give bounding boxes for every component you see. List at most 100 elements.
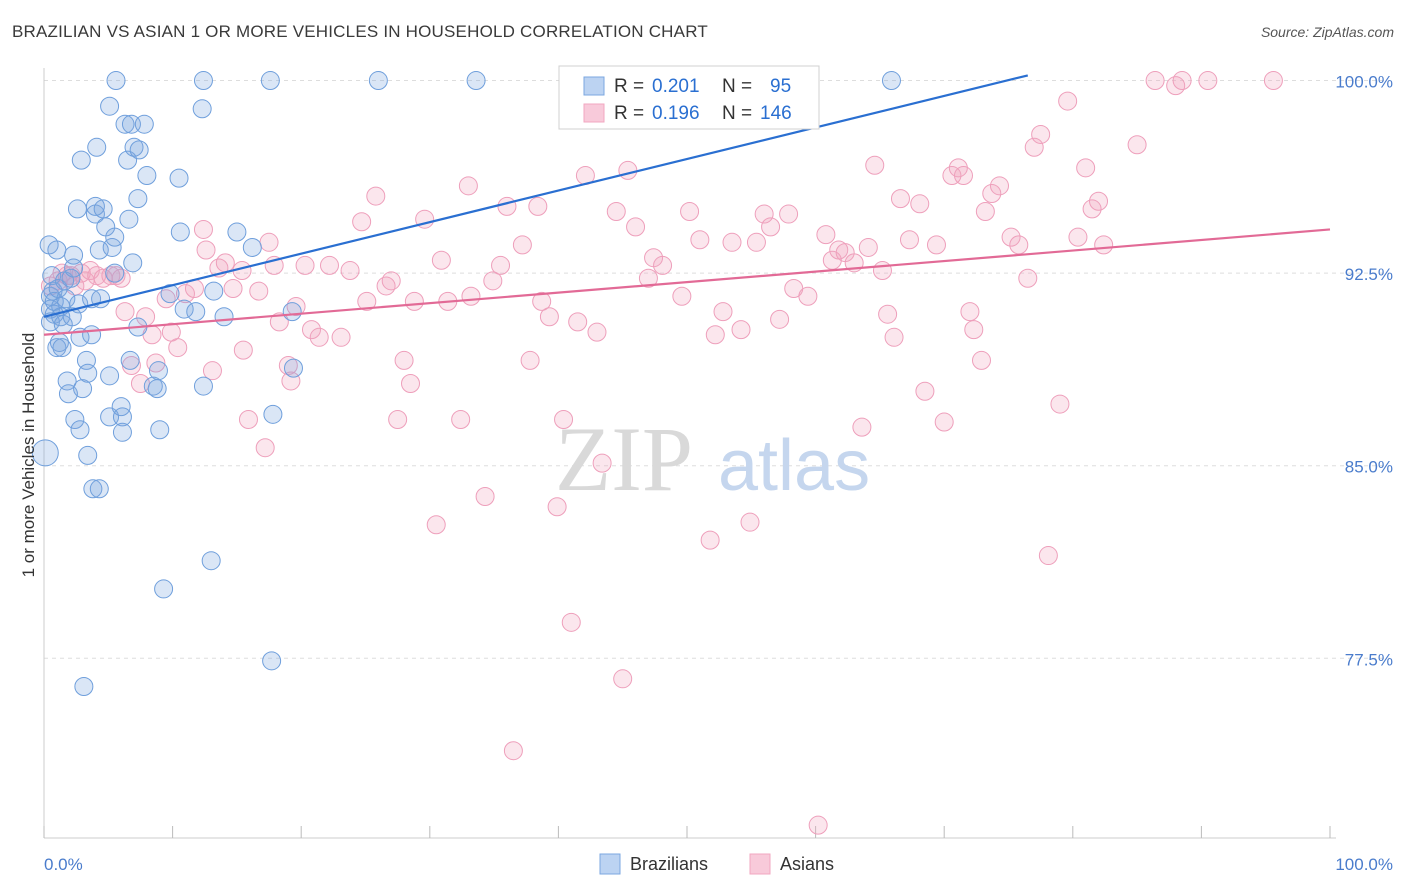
asian-point-142 bbox=[1089, 191, 1109, 211]
brazilian-point-84 bbox=[214, 307, 234, 327]
y-tick-label-2: 85.0% bbox=[1345, 458, 1393, 477]
brazilian-point-34 bbox=[78, 445, 98, 465]
brazilian-point-18 bbox=[56, 289, 76, 309]
asian-point-19 bbox=[146, 353, 166, 373]
brazilian-point-43 bbox=[89, 479, 109, 499]
asian-point-144 bbox=[1127, 135, 1147, 155]
brazilian-point-51 bbox=[105, 227, 125, 247]
legend-n-label-0: N = bbox=[722, 76, 752, 97]
asian-point-146 bbox=[1166, 76, 1186, 96]
brazilian-point-29 bbox=[70, 420, 90, 440]
asian-point-63 bbox=[461, 286, 481, 306]
asian-point-126 bbox=[964, 320, 984, 340]
asian-point-137 bbox=[1050, 394, 1070, 414]
x-tick-label-1: 100.0% bbox=[1335, 855, 1393, 874]
asian-point-47 bbox=[340, 261, 360, 281]
source-label: Source: ZipAtlas.com bbox=[1260, 24, 1394, 40]
watermark: ZIP atlas bbox=[555, 408, 870, 510]
asian-point-48 bbox=[352, 212, 372, 232]
legend-r-label-1: R = bbox=[614, 103, 644, 124]
asian-point-39 bbox=[278, 356, 298, 376]
brazilian-point-80 bbox=[193, 71, 213, 91]
asian-point-105 bbox=[816, 225, 836, 245]
asian-point-119 bbox=[915, 381, 935, 401]
brazilian-point-40 bbox=[85, 196, 105, 216]
asian-point-65 bbox=[483, 271, 503, 291]
axes bbox=[43, 68, 1336, 839]
brazilian-point-68 bbox=[137, 166, 157, 186]
asian-point-69 bbox=[512, 235, 532, 255]
brazilian-point-92 bbox=[368, 71, 388, 91]
asian-point-91 bbox=[700, 530, 720, 550]
asian-point-25 bbox=[193, 219, 213, 239]
brazilian-point-81 bbox=[193, 376, 213, 396]
asian-point-113 bbox=[872, 261, 892, 281]
asians-trendline bbox=[43, 228, 1331, 336]
asian-point-36 bbox=[259, 232, 279, 252]
asian-point-141 bbox=[1082, 199, 1102, 219]
asian-point-115 bbox=[884, 327, 904, 347]
asian-point-101 bbox=[779, 204, 799, 224]
asian-point-131 bbox=[1001, 227, 1021, 247]
asian-point-81 bbox=[606, 201, 626, 221]
asian-point-83 bbox=[618, 160, 638, 180]
asian-point-58 bbox=[426, 515, 446, 535]
asian-point-145 bbox=[1145, 71, 1165, 91]
brazilian-point-15 bbox=[52, 338, 72, 358]
asian-point-92 bbox=[705, 325, 725, 345]
asian-point-32 bbox=[233, 340, 253, 360]
asian-point-125 bbox=[960, 302, 980, 322]
brazilian-point-55 bbox=[112, 407, 132, 427]
brazilians-points bbox=[31, 71, 901, 697]
asian-point-76 bbox=[561, 612, 581, 632]
brazilian-point-93 bbox=[466, 71, 486, 91]
asian-point-56 bbox=[404, 291, 424, 311]
brazilian-point-83 bbox=[204, 281, 224, 301]
asian-point-72 bbox=[532, 291, 552, 311]
asian-point-138 bbox=[1058, 91, 1078, 111]
legend-n-value-0: 95 bbox=[770, 76, 791, 97]
brazilian-point-47 bbox=[100, 96, 120, 116]
asian-point-23 bbox=[175, 284, 195, 304]
asian-point-35 bbox=[255, 438, 275, 458]
y-axis-label: 1 or more Vehicles in Household bbox=[19, 333, 38, 578]
asian-point-77 bbox=[568, 312, 588, 332]
brazilian-point-25 bbox=[65, 409, 85, 429]
legend-swatch-asians bbox=[583, 103, 605, 123]
brazilian-point-24 bbox=[64, 258, 84, 278]
asian-point-46 bbox=[331, 327, 351, 347]
brazilian-point-88 bbox=[262, 651, 282, 671]
y-tick-label-3: 77.5% bbox=[1345, 650, 1393, 669]
brazilian-point-48 bbox=[100, 366, 120, 386]
asian-point-82 bbox=[613, 669, 633, 689]
asian-point-130 bbox=[989, 176, 1009, 196]
asian-point-79 bbox=[587, 322, 607, 342]
asian-point-97 bbox=[746, 232, 766, 252]
asian-point-43 bbox=[301, 320, 321, 340]
brazilian-point-74 bbox=[160, 284, 180, 304]
asian-point-34 bbox=[249, 281, 269, 301]
series-legend: Brazilians Asians bbox=[599, 853, 834, 875]
asian-point-38 bbox=[269, 312, 289, 332]
asian-point-45 bbox=[319, 255, 339, 275]
asian-point-128 bbox=[975, 201, 995, 221]
legend-r-value-0: 0.201 bbox=[652, 76, 700, 97]
asian-point-122 bbox=[942, 166, 962, 186]
brazilian-point-82 bbox=[201, 551, 221, 571]
legend-r-value-1: 0.196 bbox=[652, 103, 700, 124]
brazilian-point-66 bbox=[129, 140, 149, 160]
asian-point-90 bbox=[690, 230, 710, 250]
brazilian-point-30 bbox=[71, 150, 91, 170]
brazilian-point-90 bbox=[282, 302, 302, 322]
asian-point-114 bbox=[878, 304, 898, 324]
asian-point-54 bbox=[394, 350, 414, 370]
asian-point-149 bbox=[1263, 71, 1283, 91]
brazilian-point-67 bbox=[134, 114, 154, 134]
stats-legend: R = 0.201 N = 95 R = 0.196 N = 146 bbox=[558, 65, 820, 130]
asian-point-118 bbox=[910, 194, 930, 214]
brazilian-point-52 bbox=[105, 263, 125, 283]
y-tick-label-1: 92.5% bbox=[1345, 265, 1393, 284]
asian-point-133 bbox=[1018, 268, 1038, 288]
asian-point-124 bbox=[953, 166, 973, 186]
